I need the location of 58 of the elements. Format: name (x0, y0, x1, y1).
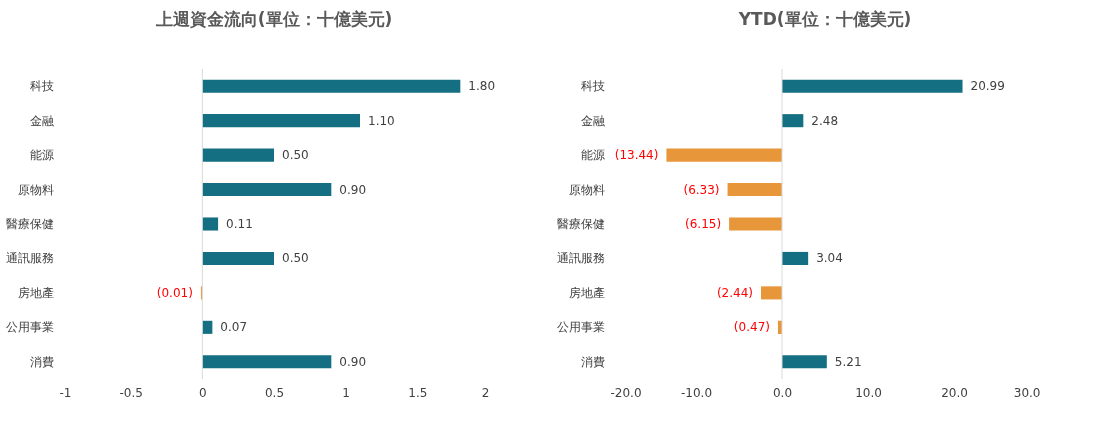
y-tick-label: 金融 (580, 113, 605, 128)
data-label: 1.80 (468, 79, 496, 94)
data-label: 5.21 (834, 354, 862, 369)
data-label: 20.99 (970, 79, 1005, 94)
x-tick-label: 1 (342, 385, 350, 400)
y-tick-label: 公用事業 (556, 320, 605, 335)
y-tick-label: 金融 (29, 113, 54, 128)
x-tick-label: 0.0 (772, 385, 793, 400)
y-tick-label: 房地產 (17, 285, 54, 300)
x-tick-label: 2 (481, 385, 490, 400)
x-tick-label: 20.0 (941, 385, 968, 400)
data-label: 0.90 (339, 354, 367, 369)
y-tick-label: 房地產 (568, 285, 605, 300)
data-label: 0.50 (282, 148, 309, 163)
y-tick-label: 科技 (580, 79, 605, 94)
bar (202, 355, 332, 369)
y-tick-label: 醫療保健 (556, 217, 605, 231)
y-tick-label: 科技 (29, 79, 54, 94)
x-tick-label: 30.0 (1013, 385, 1041, 400)
data-label: (0.01) (156, 285, 193, 300)
data-label: 1.10 (368, 113, 395, 128)
x-tick-label: -20.0 (610, 385, 642, 400)
y-tick-label: 能源 (29, 148, 54, 163)
bar (202, 183, 332, 197)
y-tick-label: 能源 (580, 148, 605, 163)
data-label: 3.04 (816, 251, 843, 266)
bar (202, 251, 274, 265)
data-label: 0.50 (282, 251, 309, 266)
x-tick-label: 1.5 (408, 385, 428, 400)
y-tick-label: 消費 (29, 354, 54, 369)
data-label: 0.07 (220, 320, 248, 335)
data-label: 0.11 (226, 217, 253, 231)
bar (202, 79, 461, 93)
x-tick-label: -0.5 (119, 385, 143, 400)
data-label: (0.47) (733, 320, 770, 335)
chart-title: YTD(單位：十億美元) (737, 8, 912, 29)
x-tick-label: 0 (199, 385, 207, 400)
bar (202, 114, 360, 128)
data-label: (6.15) (685, 217, 722, 231)
y-tick-label: 原物料 (17, 182, 54, 197)
y-tick-label: 消費 (580, 354, 605, 369)
data-label: 2.48 (811, 113, 839, 128)
bar (202, 148, 274, 162)
x-tick-label: 0.5 (264, 385, 285, 400)
data-label: (13.44) (614, 148, 659, 163)
y-tick-label: 原物料 (568, 182, 605, 197)
y-tick-label: 醫療保健 (5, 217, 54, 231)
data-label: 0.90 (339, 182, 367, 197)
data-label: (6.33) (683, 182, 720, 197)
chart-title: 上週資金流向(單位：十億美元) (154, 8, 393, 29)
y-tick-label: 公用事業 (5, 320, 54, 335)
x-tick-label: -10.0 (680, 385, 713, 400)
x-tick-label: 10.0 (855, 385, 882, 400)
bar (202, 217, 219, 231)
data-label: (2.44) (716, 285, 754, 300)
x-tick-label: -1 (59, 385, 72, 400)
y-tick-label: 通訊服務 (5, 251, 54, 266)
y-tick-label: 通訊服務 (556, 251, 605, 266)
